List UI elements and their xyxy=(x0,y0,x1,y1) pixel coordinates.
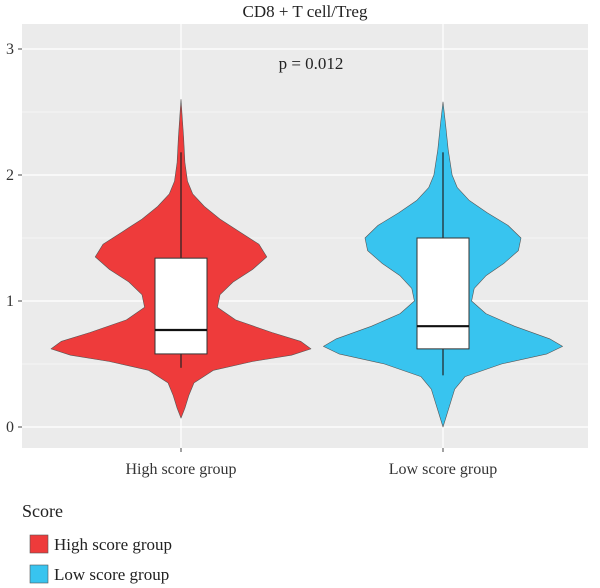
legend-label: High score group xyxy=(54,535,172,554)
y-axis: 0 1 2 3 xyxy=(6,41,22,436)
p-value-annotation: p = 0.012 xyxy=(279,54,344,73)
y-tick-label: 1 xyxy=(6,293,14,310)
legend: Score High score group Low score group xyxy=(22,501,172,584)
gridlines xyxy=(22,24,588,448)
y-tick-label: 3 xyxy=(6,41,14,58)
box-iqr xyxy=(154,257,208,355)
y-tick-label: 2 xyxy=(6,167,14,184)
y-tick-label: 0 xyxy=(6,419,14,436)
legend-title: Score xyxy=(22,501,63,521)
box-iqr xyxy=(416,237,470,350)
legend-label: Low score group xyxy=(54,565,169,584)
legend-swatch xyxy=(29,534,49,554)
chart-title: CD8 + T cell/Treg xyxy=(243,2,368,21)
boxplots xyxy=(154,152,470,376)
x-axis: High score group Low score group xyxy=(125,448,497,478)
legend-swatch xyxy=(29,564,49,584)
x-tick-label: Low score group xyxy=(389,461,497,478)
x-tick-label: High score group xyxy=(125,461,236,478)
